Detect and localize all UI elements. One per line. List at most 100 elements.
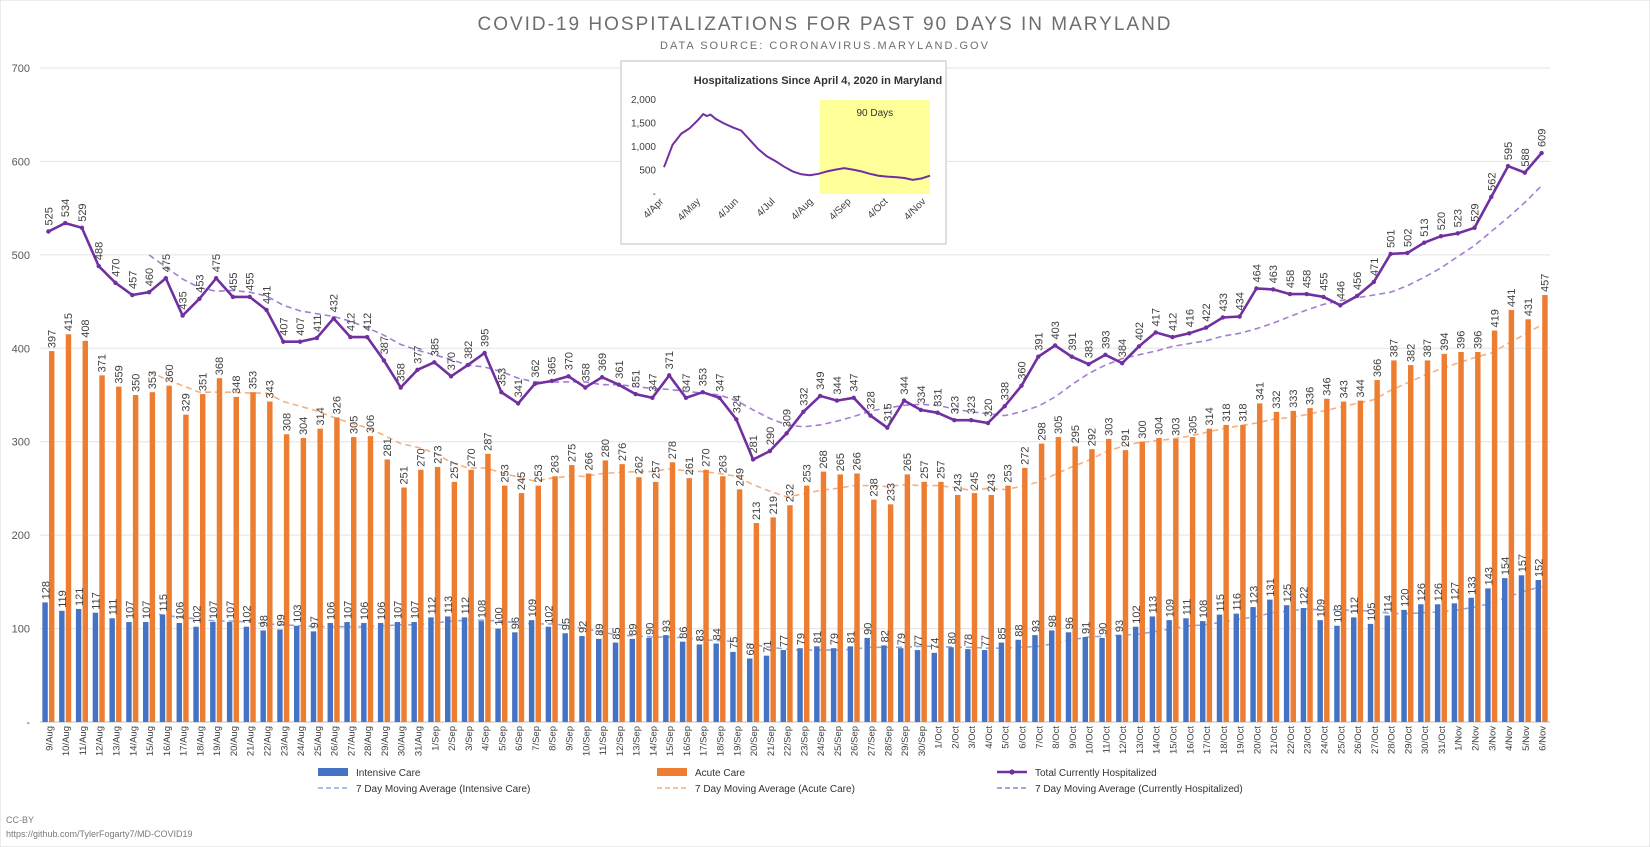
data-label-total: 347	[715, 373, 727, 391]
x-tick-label: 9/Aug	[44, 726, 55, 751]
x-tick-label: 23/Aug	[279, 726, 290, 756]
bar-intensive-care	[1502, 578, 1508, 722]
x-tick-label: 13/Aug	[112, 726, 123, 756]
bar-intensive-care	[126, 622, 132, 722]
data-label-acute-care: 333	[1288, 390, 1300, 408]
data-label-acute-care: 257	[919, 461, 931, 479]
point-total-hospitalized	[683, 395, 689, 401]
point-total-hospitalized	[465, 362, 471, 368]
data-label-acute-care: 305	[1053, 416, 1065, 434]
bar-intensive-care	[327, 622, 334, 722]
x-tick-label: 8/Oct	[1051, 726, 1062, 749]
legend-label: 7 Day Moving Average (Currently Hospital…	[1035, 784, 1243, 795]
data-label-total: 387	[379, 336, 391, 354]
data-label-intensive-care: 75	[728, 637, 740, 649]
bar-intensive-care	[193, 626, 199, 722]
data-label-intensive-care: 109	[1316, 599, 1328, 617]
bar-intensive-care	[1015, 639, 1021, 722]
x-tick-label: 11/Aug	[78, 726, 89, 755]
point-total-hospitalized	[130, 292, 135, 298]
x-tick-label: 14/Sep	[648, 726, 659, 756]
bar-acute-care	[1307, 408, 1313, 722]
data-label-total: 358	[396, 363, 408, 381]
bar-intensive-care	[663, 635, 669, 722]
bar-intensive-care	[898, 648, 904, 722]
inset-y-tick-label: 500	[639, 166, 656, 177]
data-label-acute-care: 245	[969, 472, 981, 490]
bar-acute-care	[300, 437, 307, 722]
data-label-total: 501	[1386, 230, 1398, 248]
x-tick-label: 7/Oct	[1034, 726, 1045, 749]
x-tick-label: 23/Sep	[799, 726, 810, 756]
bar-intensive-care	[562, 633, 568, 722]
bar-acute-care	[183, 414, 189, 722]
point-total-hospitalized	[1036, 354, 1041, 359]
data-label-intensive-care: 90	[644, 623, 656, 635]
data-label-intensive-care: 102	[544, 605, 556, 623]
x-tick-label: 22/Sep	[783, 726, 794, 756]
point-total-hospitalized	[499, 389, 504, 395]
x-tick-label: 19/Oct	[1236, 726, 1247, 754]
data-label-total: 412	[362, 313, 374, 331]
data-label-total: 435	[178, 291, 190, 309]
bar-acute-care	[149, 392, 156, 722]
data-label-acute-care: 368	[214, 357, 226, 375]
x-tick-label: 27/Oct	[1370, 726, 1381, 754]
bar-intensive-care	[1351, 617, 1357, 722]
x-tick-label: 9/Oct	[1068, 726, 1079, 749]
point-total-hospitalized	[968, 418, 974, 423]
bar-intensive-care	[814, 646, 820, 722]
point-total-hospitalized	[532, 381, 538, 386]
point-total-hospitalized	[331, 316, 336, 321]
data-label-total: 290	[765, 427, 777, 445]
bar-intensive-care	[1300, 608, 1307, 722]
data-label-acute-care: 253	[801, 464, 813, 482]
bar-acute-care	[820, 471, 827, 722]
bar-acute-care	[1256, 403, 1263, 722]
data-label-total: 470	[111, 259, 123, 277]
bar-acute-care	[468, 469, 474, 722]
bar-intensive-care	[1451, 603, 1458, 722]
x-tick-label: 25/Oct	[1336, 726, 1347, 754]
data-label-acute-care: 266	[583, 452, 595, 470]
data-label-total: 460	[144, 268, 156, 286]
data-label-intensive-care: 106	[175, 602, 187, 620]
x-tick-label: 20/Oct	[1252, 726, 1263, 754]
point-total-hospitalized	[1086, 361, 1091, 367]
data-label-intensive-care: 119	[57, 590, 69, 608]
bar-intensive-care	[143, 622, 149, 722]
bar-acute-care	[1458, 352, 1464, 722]
bar-acute-care	[1189, 437, 1196, 722]
data-label-total: 344	[832, 376, 844, 394]
data-label-total: 523	[1453, 209, 1465, 227]
data-label-acute-care: 371	[97, 354, 109, 372]
data-label-intensive-care: 126	[1416, 583, 1428, 601]
x-tick-label: 15/Aug	[145, 726, 156, 756]
bar-intensive-care	[948, 647, 954, 722]
data-label-acute-care: 344	[1355, 379, 1367, 397]
data-label-intensive-care: 85	[611, 627, 623, 639]
y-tick-label: 300	[12, 437, 30, 449]
bar-acute-care	[552, 476, 558, 722]
data-label-total: 328	[866, 391, 878, 409]
data-label-total: 471	[1369, 258, 1381, 276]
data-label-intensive-care: 79	[829, 633, 841, 645]
point-total-hospitalized	[1203, 325, 1209, 330]
data-label-acute-care: 308	[281, 413, 293, 431]
data-label-intensive-care: 84	[712, 628, 724, 640]
bar-intensive-care	[210, 622, 216, 722]
bar-acute-care	[233, 396, 239, 722]
data-label-total: 403	[1050, 321, 1062, 339]
bar-acute-care	[753, 522, 760, 722]
data-label-intensive-care: 91	[1081, 622, 1093, 634]
bar-acute-care	[99, 375, 105, 722]
data-label-total: 595	[1503, 142, 1515, 160]
x-tick-label: 29/Aug	[380, 726, 391, 756]
point-total-hospitalized	[163, 276, 169, 281]
data-label-acute-care: 276	[617, 443, 629, 461]
x-tick-label: 19/Aug	[212, 726, 223, 756]
point-total-hospitalized	[566, 374, 571, 379]
x-tick-label: 21/Sep	[766, 726, 777, 756]
data-label-total: 433	[1218, 293, 1230, 311]
data-label-total: 393	[1100, 330, 1112, 348]
